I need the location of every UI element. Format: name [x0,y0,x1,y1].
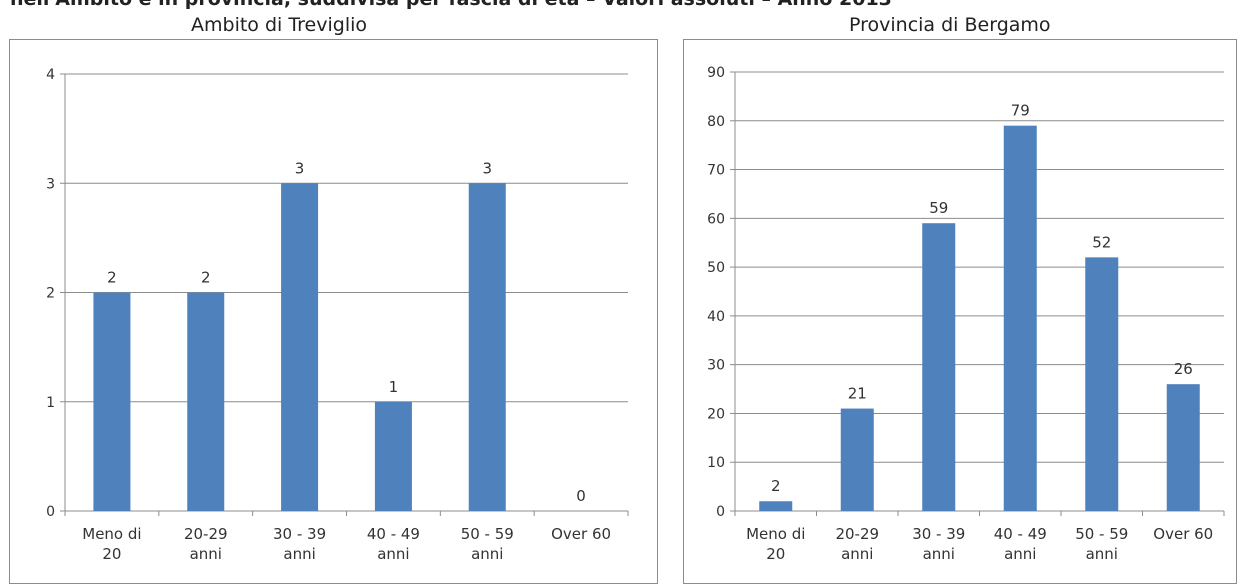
bergamo-data-label: 26 [1174,360,1193,378]
bergamo-category-label: 20-29 anni [835,525,879,563]
treviglio-ytick-label: 0 [46,504,55,520]
treviglio-data-label: 3 [482,159,492,177]
bergamo-ytick-label: 20 [707,406,725,422]
bergamo-data-label: 59 [929,199,948,217]
chart-panel-treviglio: 0 1 2 3 4 2 Meno di 20 2 20-29 anni 3 30 - 39 anni 1 40… [9,39,658,584]
bergamo-ytick-label: 80 [707,114,725,130]
treviglio-data-label: 2 [201,269,211,287]
bergamo-ytick-label: 10 [707,455,725,471]
treviglio-bar [187,292,225,511]
treviglio-data-label: 0 [576,487,586,505]
chart-treviglio: 0 1 2 3 4 2 Meno di 20 2 20-29 anni 3 30 - 39 anni 1 40… [46,67,629,563]
bergamo-bar [1166,384,1200,511]
chart-bergamo: 0 10 20 30 40 50 60 70 80 90 2 Meno di 20 21 20-29 anni… [707,65,1225,563]
bergamo-bar [840,408,874,511]
treviglio-ytick-label: 1 [46,395,55,411]
treviglio-ytick-label: 4 [46,67,55,83]
bergamo-category-label: 30 - 39 anni [912,525,965,563]
chart-panel-bergamo: 0 10 20 30 40 50 60 70 80 90 2 Meno di 20 21 20-29 anni… [683,39,1237,584]
treviglio-category-label: 40 - 49 anni [367,525,420,563]
bergamo-ytick-label: 90 [707,65,725,81]
treviglio-bar [374,401,412,511]
bergamo-bar [759,501,793,511]
bergamo-ytick-label: 30 [707,358,725,374]
treviglio-data-label: 2 [107,269,117,287]
bergamo-ytick-label: 0 [716,504,725,520]
treviglio-category-label: Over 60 [551,525,611,543]
page-title: nell'Ambito e in provincia, suddivisa pe… [10,0,892,10]
treviglio-category-label: 20-29 anni [184,525,228,563]
bergamo-ytick-label: 40 [707,309,725,325]
bergamo-category-label: Over 60 [1153,525,1213,543]
bergamo-category-label: 50 - 59 anni [1075,525,1128,563]
chart-title-treviglio: Ambito di Treviglio [191,14,368,36]
chart-title-bergamo: Provincia di Bergamo [849,14,1051,36]
treviglio-data-label: 3 [295,159,305,177]
treviglio-category-label: Meno di 20 [82,525,141,563]
bergamo-bar [922,223,956,511]
bergamo-category-label: Meno di 20 [746,525,805,563]
bergamo-data-label: 79 [1011,102,1030,120]
treviglio-ytick-label: 3 [46,176,55,192]
page-header: nell'Ambito e in provincia, suddivisa pe… [0,0,1245,12]
bergamo-bar [1085,257,1119,511]
bergamo-ytick-label: 50 [707,260,725,276]
treviglio-bar [93,292,131,511]
bergamo-category-label: 40 - 49 anni [994,525,1047,563]
bergamo-bar [1003,125,1037,512]
treviglio-category-label: 50 - 59 anni [461,525,514,563]
bergamo-data-label: 2 [771,477,781,495]
treviglio-bar [281,183,319,511]
bergamo-ytick-label: 60 [707,211,725,227]
bergamo-data-label: 21 [848,385,867,403]
treviglio-ytick-label: 2 [46,286,55,302]
treviglio-data-label: 1 [389,378,399,396]
bergamo-ytick-label: 70 [707,163,725,179]
treviglio-category-label: 30 - 39 anni [273,525,326,563]
bergamo-data-label: 52 [1092,233,1111,251]
treviglio-bar [468,183,506,511]
